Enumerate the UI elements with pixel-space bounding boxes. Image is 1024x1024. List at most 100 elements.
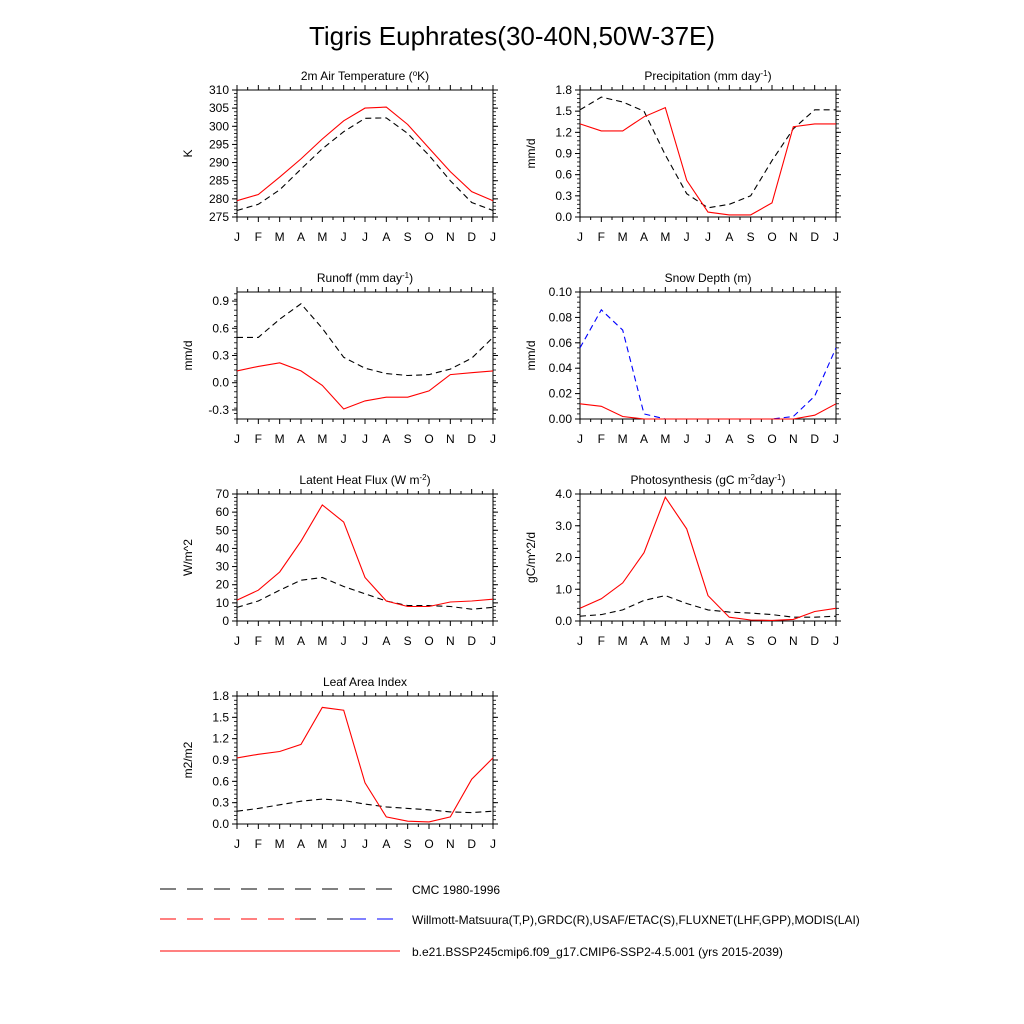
y-tick-label: 295	[209, 137, 229, 151]
series-line-dash-black	[236, 576, 494, 610]
x-tick-label: A	[382, 432, 390, 446]
legend-label: Willmott-Matsuura(T,P),GRDC(R),USAF/ETAC…	[412, 913, 860, 927]
plot-frame	[579, 291, 837, 420]
x-tick-label: J	[362, 432, 368, 446]
legend: CMC 1980-1996 Willmott-Matsuura(T,P),GRDC…	[160, 883, 860, 959]
y-tick-label: 0.9	[212, 294, 229, 308]
y-axis-label: K	[181, 149, 195, 157]
y-tick-label: 0.0	[555, 614, 572, 628]
x-tick-label: J	[705, 634, 711, 648]
y-axis-label: W/m^2	[181, 539, 195, 576]
x-tick-label: A	[297, 634, 305, 648]
y-tick-label: 1.5	[212, 710, 229, 724]
x-tick-label: A	[640, 634, 648, 648]
y-tick-label: 0.3	[555, 189, 572, 203]
x-tick-label: J	[362, 230, 368, 244]
x-tick-label: A	[640, 230, 648, 244]
x-tick-label: A	[725, 634, 733, 648]
y-tick-label: 0.00	[549, 412, 573, 426]
x-tick-label: A	[725, 432, 733, 446]
x-tick-label: M	[317, 432, 327, 446]
x-tick-label: A	[382, 634, 390, 648]
x-tick-label: J	[490, 432, 496, 446]
x-tick-label: S	[404, 634, 412, 648]
x-tick-label: S	[404, 837, 412, 851]
x-tick-label: J	[341, 230, 347, 244]
series-line-dash-black	[236, 798, 494, 814]
y-axis-label: mm/d	[524, 139, 538, 169]
x-tick-label: N	[789, 634, 798, 648]
x-tick-label: J	[577, 230, 583, 244]
y-tick-label: 285	[209, 174, 229, 188]
y-tick-label: 0.06	[549, 336, 573, 350]
y-tick-label: 0	[222, 614, 229, 628]
x-tick-label: J	[234, 837, 240, 851]
y-tick-label: 280	[209, 192, 229, 206]
plot-frame	[236, 89, 494, 218]
panel-title: Runoff (mm day-1)	[317, 271, 413, 286]
figure-title: Tigris Euphrates(30-40N,50W-37E)	[309, 21, 715, 51]
x-tick-label: N	[789, 230, 798, 244]
x-tick-label: J	[577, 432, 583, 446]
y-tick-label: 3.0	[555, 519, 572, 533]
y-axis-label: mm/d	[181, 341, 195, 371]
x-tick-label: D	[810, 634, 819, 648]
y-tick-label: 0.3	[212, 796, 229, 810]
x-tick-label: F	[598, 432, 605, 446]
series-line-solid-red	[236, 706, 494, 823]
panels: 2m Air Temperature (oK)J F M A M J J A S O N D J2752…	[181, 69, 841, 851]
x-tick-label: M	[275, 837, 285, 851]
x-tick-label: N	[446, 432, 455, 446]
x-tick-label: J	[833, 230, 839, 244]
x-tick-label: D	[467, 837, 476, 851]
x-tick-label: O	[424, 837, 433, 851]
legend-label: CMC 1980-1996	[412, 883, 500, 897]
x-tick-label: F	[255, 634, 262, 648]
x-tick-label: J	[341, 634, 347, 648]
y-tick-label: 0.04	[549, 361, 573, 375]
y-tick-label: 1.5	[555, 104, 572, 118]
x-tick-label: J	[684, 432, 690, 446]
plot-frame	[236, 291, 494, 420]
x-tick-label: S	[747, 634, 755, 648]
y-tick-label: 1.0	[555, 582, 572, 596]
series-line-dash-black	[579, 96, 836, 209]
x-tick-label: N	[789, 432, 798, 446]
x-tick-label: M	[660, 230, 670, 244]
y-axis-label: m2/m2	[181, 741, 195, 778]
y-tick-label: 0.10	[549, 285, 573, 299]
series-line-solid-red	[236, 362, 494, 410]
series-line-dash-black	[237, 303, 494, 377]
x-tick-label: S	[747, 230, 755, 244]
x-tick-label: M	[317, 837, 327, 851]
y-tick-label: 0.9	[555, 147, 572, 161]
x-tick-label: M	[660, 634, 670, 648]
panel-6: Photosynthesis (gC m-2day-1)J F M A M J J A S O N D…	[524, 473, 841, 648]
y-tick-label: 20	[216, 578, 230, 592]
x-tick-label: N	[446, 837, 455, 851]
x-tick-label: F	[598, 230, 605, 244]
y-tick-label: 310	[209, 83, 229, 97]
x-tick-label: J	[705, 230, 711, 244]
series-line-solid-red	[236, 504, 494, 608]
panel-1: 2m Air Temperature (oK)J F M A M J J A S O N D J2752…	[181, 69, 498, 244]
x-tick-label: J	[341, 432, 347, 446]
x-tick-label: O	[424, 230, 433, 244]
y-tick-label: 40	[216, 541, 230, 555]
x-tick-label: M	[618, 230, 628, 244]
x-tick-label: J	[341, 837, 347, 851]
legend-label: b.e21.BSSP245cmip6.f09_g17.CMIP6-SSP2-4.…	[412, 945, 783, 959]
x-tick-label: O	[767, 432, 776, 446]
y-tick-label: 0.6	[555, 168, 572, 182]
x-tick-label: D	[467, 634, 476, 648]
y-tick-label: -0.3	[208, 403, 229, 417]
x-tick-label: J	[490, 230, 496, 244]
x-tick-label: J	[684, 634, 690, 648]
x-tick-label: J	[684, 230, 690, 244]
plot-frame	[579, 493, 837, 622]
x-tick-label: F	[598, 634, 605, 648]
y-tick-label: 290	[209, 156, 229, 170]
series-line-dash-blue	[579, 308, 837, 420]
x-tick-label: J	[705, 432, 711, 446]
